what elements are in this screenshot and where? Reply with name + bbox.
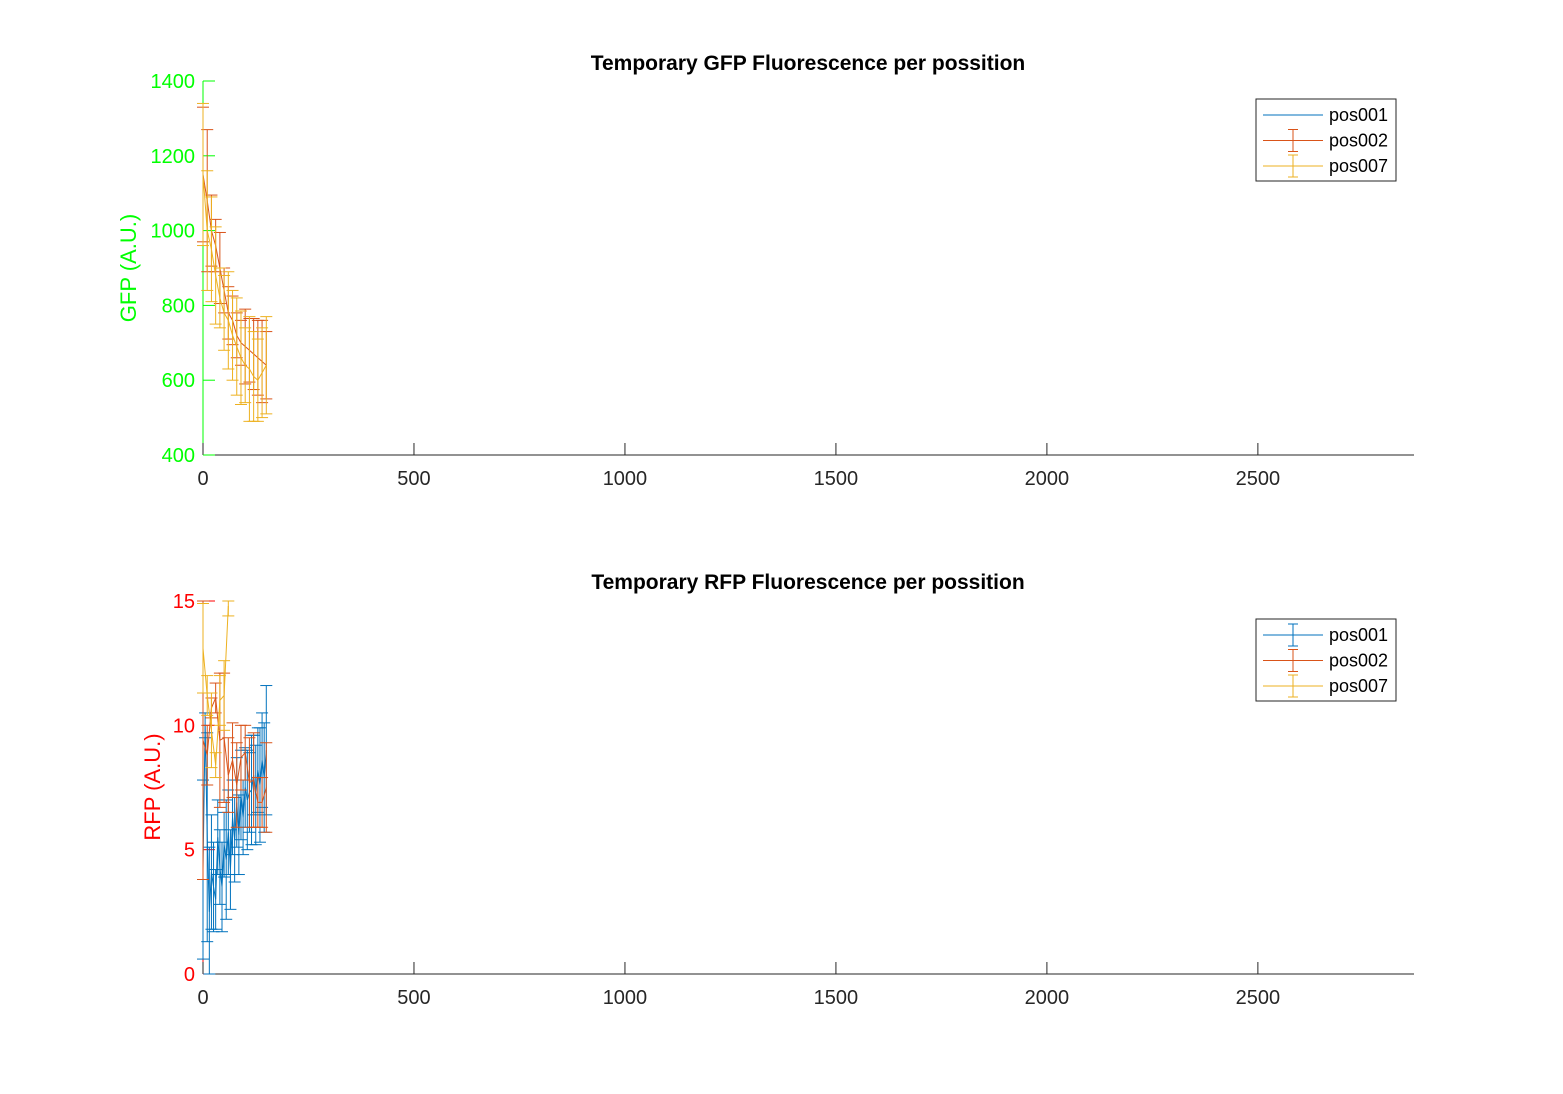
y-tick-label: 1000 bbox=[151, 221, 196, 243]
y-tick-label: 0 bbox=[184, 964, 195, 986]
legend-label: pos002 bbox=[1329, 651, 1388, 671]
x-tick-label: 500 bbox=[397, 468, 430, 490]
legend-box bbox=[1255, 98, 1397, 182]
y-tick-label: 800 bbox=[162, 295, 195, 317]
rfp-y-axis-label: RFP (A.U.) bbox=[140, 733, 165, 840]
y-tick-label: 600 bbox=[162, 370, 195, 392]
legend-label: pos001 bbox=[1329, 625, 1388, 645]
legend-label: pos007 bbox=[1329, 156, 1388, 176]
rfp-legend: pos001 pos002 pos007 bbox=[1255, 618, 1397, 702]
gfp-chart-title: Temporary GFP Fluorescence per possition bbox=[591, 52, 1026, 75]
x-tick-label: 1500 bbox=[814, 987, 859, 1009]
x-tick-label: 1500 bbox=[814, 468, 859, 490]
legend-entry-pos002: pos002 bbox=[1263, 649, 1388, 672]
x-tick-label: 1000 bbox=[603, 468, 648, 490]
gfp-y-axis-label: GFP (A.U.) bbox=[116, 214, 141, 322]
series-pos007 bbox=[197, 600, 235, 779]
series-line bbox=[202, 697, 267, 803]
y-tick-label: 1400 bbox=[151, 71, 196, 93]
legend-box bbox=[1255, 618, 1397, 702]
y-tick-label: 1200 bbox=[151, 146, 196, 168]
y-tick-label: 10 bbox=[173, 715, 195, 737]
gfp-series bbox=[197, 102, 273, 422]
series-pos002 bbox=[197, 600, 273, 881]
gfp-panel: Temporary GFP Fluorescence per possition… bbox=[116, 52, 1414, 490]
legend-label: pos002 bbox=[1329, 131, 1388, 151]
rfp-series bbox=[197, 600, 273, 975]
legend-entry-pos001: pos001 bbox=[1263, 623, 1388, 647]
x-tick-label: 2500 bbox=[1236, 468, 1281, 490]
x-tick-label: 2000 bbox=[1025, 987, 1070, 1009]
x-tick-label: 0 bbox=[197, 987, 208, 1009]
y-tick-label: 5 bbox=[184, 840, 195, 862]
x-tick-label: 0 bbox=[197, 468, 208, 490]
x-tick-label: 1000 bbox=[603, 987, 648, 1009]
series-line bbox=[202, 174, 267, 366]
y-tick-label: 400 bbox=[162, 445, 195, 467]
series-pos007 bbox=[197, 102, 273, 422]
gfp-axes: 0 500 1000 1500 2000 2500 400 600 800 1000 1200 140… bbox=[151, 71, 1414, 490]
legend-entry-pos007: pos007 bbox=[1263, 674, 1388, 698]
gfp-legend: pos001 pos002 pos007 bbox=[1255, 98, 1397, 182]
x-tick-label: 2000 bbox=[1025, 468, 1070, 490]
legend-label: pos001 bbox=[1329, 105, 1388, 125]
legend-entry-pos001: pos001 bbox=[1263, 105, 1388, 125]
series-line bbox=[202, 174, 267, 381]
x-tick-label: 500 bbox=[397, 987, 430, 1009]
legend-label: pos007 bbox=[1329, 676, 1388, 696]
legend-entry-pos002: pos002 bbox=[1263, 129, 1388, 152]
x-tick-label: 2500 bbox=[1236, 987, 1281, 1009]
rfp-chart-title: Temporary RFP Fluorescence per possition bbox=[591, 571, 1024, 594]
y-tick-label: 15 bbox=[173, 591, 195, 613]
rfp-panel: Temporary RFP Fluorescence per possition… bbox=[140, 571, 1414, 1009]
legend-entry-pos007: pos007 bbox=[1263, 154, 1388, 178]
